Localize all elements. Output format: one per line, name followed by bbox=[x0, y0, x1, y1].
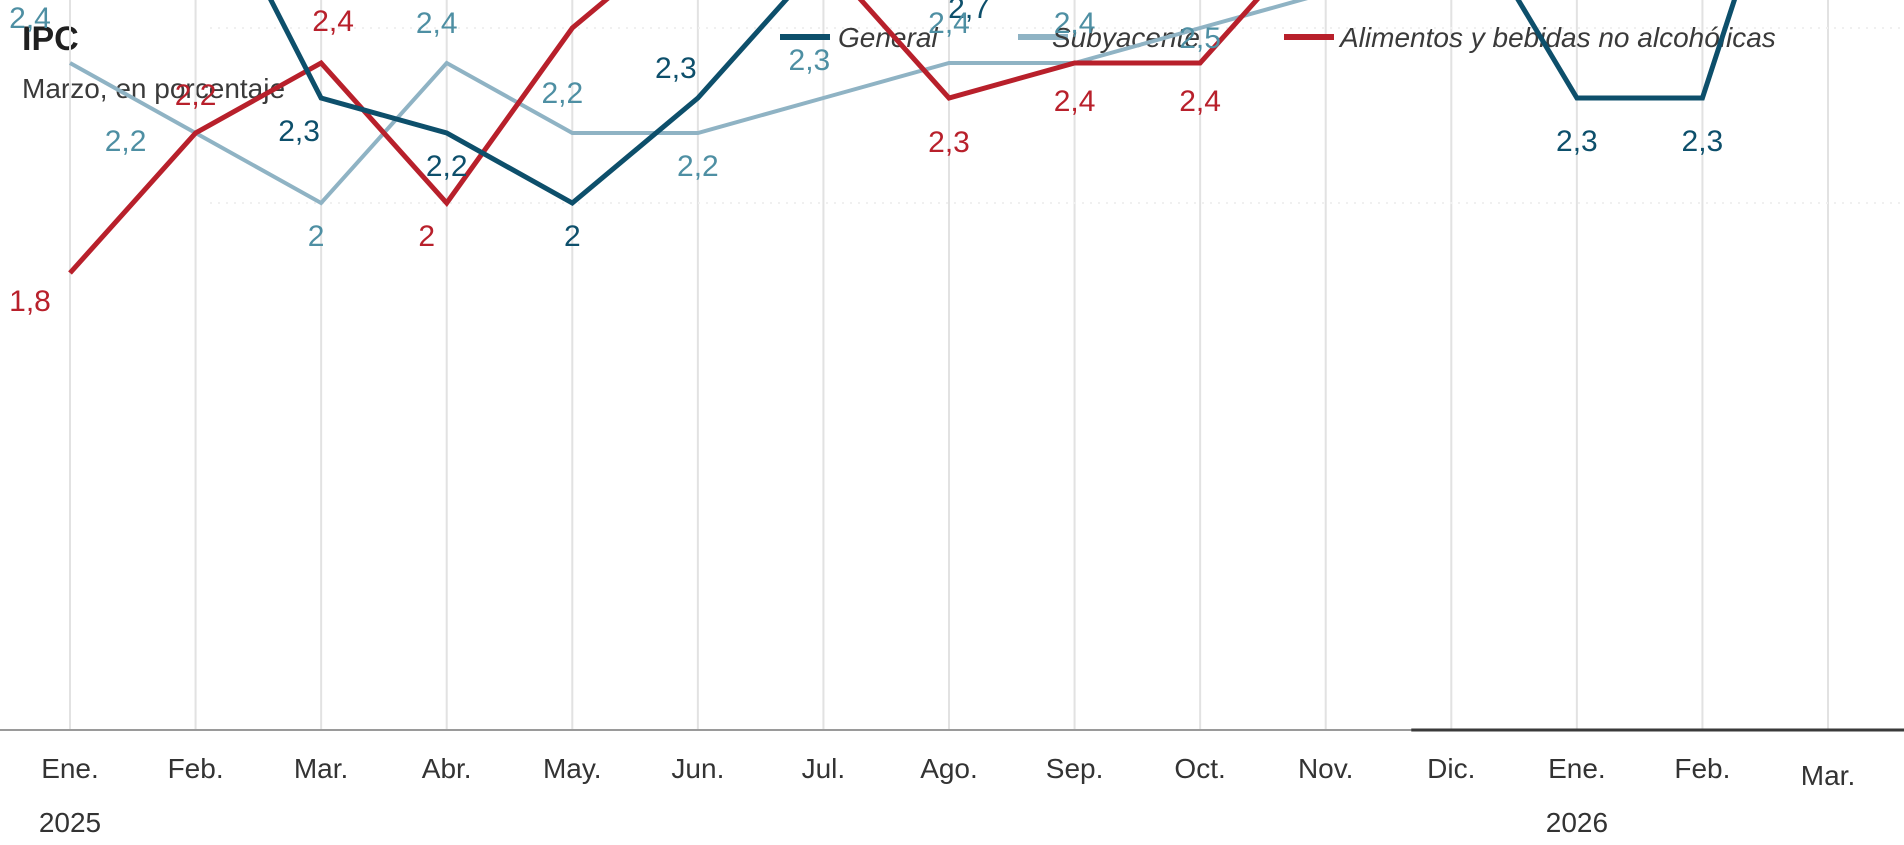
grid-layer bbox=[69, 0, 1904, 730]
x-tick-label: Ene. bbox=[41, 753, 99, 784]
x-tick-label: Mar. bbox=[294, 753, 348, 784]
x-tick-label: Oct. bbox=[1174, 753, 1225, 784]
x-tick-label: Ago. bbox=[920, 753, 978, 784]
data-label: 2 bbox=[564, 220, 581, 253]
chart-subtitle: Marzo, en porcentaje bbox=[22, 73, 285, 104]
data-label: 2,2 bbox=[105, 125, 147, 158]
data-label: 2,2 bbox=[175, 79, 217, 112]
data-label: 2,2 bbox=[677, 150, 719, 183]
data-label: 2,3 bbox=[789, 44, 831, 77]
x-tick-label: Feb. bbox=[168, 753, 224, 784]
legend: General Subyacente Alimentos y bebidas no … bbox=[780, 22, 1776, 53]
data-label: 2,4 bbox=[416, 7, 458, 40]
data-label: 2,3 bbox=[1556, 125, 1598, 158]
x-tick-label: Jul. bbox=[802, 753, 846, 784]
x-tick-label: Jun. bbox=[671, 753, 724, 784]
x-tick-label: May. bbox=[543, 753, 602, 784]
x-tick-label: Mar. bbox=[1801, 760, 1855, 791]
data-label: 2,7 bbox=[948, 0, 990, 25]
data-label: 2 bbox=[308, 220, 325, 253]
year-label: 2025 bbox=[39, 807, 101, 838]
x-tick-label: Sep. bbox=[1046, 753, 1104, 784]
data-labels: 2,932,32,222,32,72,733,132,92,32,33,42,4… bbox=[9, 0, 1724, 318]
data-label: 1,8 bbox=[9, 285, 51, 318]
data-label: 2,3 bbox=[278, 115, 320, 148]
data-label: 2,3 bbox=[928, 126, 970, 159]
data-label: 2,4 bbox=[9, 2, 51, 35]
data-label: 2,3 bbox=[1682, 125, 1724, 158]
data-label: 2,4 bbox=[928, 7, 970, 40]
data-label: 2,4 bbox=[1054, 7, 1096, 40]
year-label: 2026 bbox=[1546, 807, 1608, 838]
data-label: 2,5 bbox=[511, 0, 553, 3]
data-label: 2 bbox=[418, 220, 435, 253]
x-tick-label: Dic. bbox=[1427, 753, 1475, 784]
series-line bbox=[69, 0, 1309, 206]
x-axis: Ene. Feb. Mar. Abr. May. Jun. Jul. Ago. Sep. Oct.… bbox=[0, 728, 1904, 838]
data-label: 2,4 bbox=[1054, 85, 1096, 118]
data-label: 2,2 bbox=[426, 150, 468, 183]
data-label: 2,4 bbox=[312, 5, 354, 38]
data-label: 2,3 bbox=[655, 52, 697, 85]
data-label: 2,2 bbox=[541, 77, 583, 110]
x-tick-label: Feb. bbox=[1674, 753, 1730, 784]
x-tick-label: Ene. bbox=[1548, 753, 1606, 784]
series-line bbox=[268, 0, 1738, 207]
data-label: 2,4 bbox=[1179, 85, 1221, 118]
x-tick-label: Nov. bbox=[1298, 753, 1354, 784]
legend-label: Alimentos y bebidas no alcohólicas bbox=[1338, 22, 1776, 53]
x-tick-label: Abr. bbox=[422, 753, 472, 784]
series-lines bbox=[68, 0, 1738, 275]
data-label: 2,5 bbox=[1179, 22, 1221, 55]
